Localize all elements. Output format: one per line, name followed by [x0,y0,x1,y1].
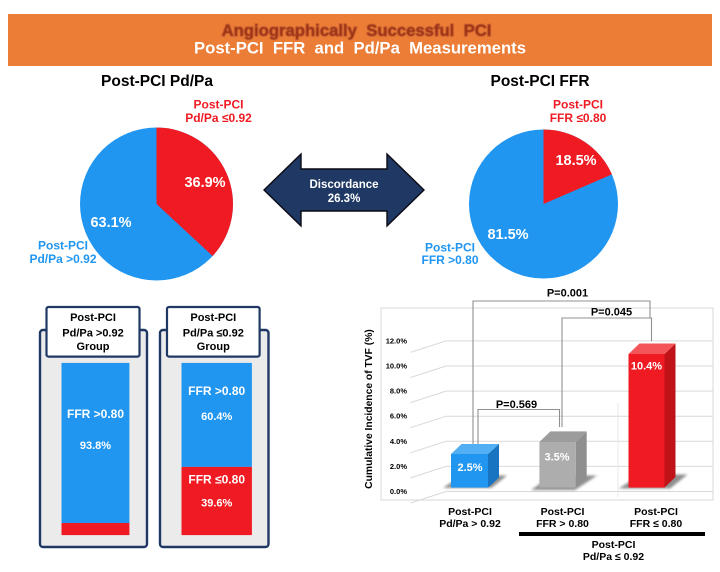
svg-text:FFR ≤ 0.80: FFR ≤ 0.80 [630,518,683,530]
svg-text:Pd/Pa >0.92: Pd/Pa >0.92 [29,252,96,266]
svg-text:P=0.001: P=0.001 [547,288,588,300]
svg-text:Post-PCI: Post-PCI [193,98,243,112]
svg-text:Post-PCI FFR: Post-PCI FFR [490,73,589,90]
svg-text:Pd/Pa ≤ 0.92: Pd/Pa ≤ 0.92 [583,551,644,563]
svg-text:FFR >0.80: FFR >0.80 [67,407,124,421]
svg-text:Post-PCI Pd/Pa: Post-PCI Pd/Pa [101,73,213,90]
svg-text:2.0%: 2.0% [390,462,407,471]
svg-text:Post-PCI: Post-PCI [190,312,236,324]
svg-text:18.5%: 18.5% [555,153,596,169]
svg-text:Post-PCI FFR and Pd/Pa Mea: Post-PCI FFR and Pd/Pa Measurements [194,39,526,58]
svg-text:Cumulative Incidence of TVF (%: Cumulative Incidence of TVF (%) [364,329,375,489]
svg-text:39.6%: 39.6% [201,498,232,510]
svg-text:Post-PCI: Post-PCI [448,506,492,518]
svg-text:4.0%: 4.0% [390,437,407,446]
svg-text:Post-PCI: Post-PCI [425,241,475,255]
svg-text:10.4%: 10.4% [631,361,662,373]
svg-text:Pd/Pa >0.92: Pd/Pa >0.92 [62,328,123,340]
svg-text:Post-PCI: Post-PCI [634,506,678,518]
svg-text:60.4%: 60.4% [201,411,232,423]
svg-text:Post-PCI: Post-PCI [70,312,116,324]
svg-text:Pd/Pa ≤0.92: Pd/Pa ≤0.92 [185,111,252,125]
svg-text:81.5%: 81.5% [487,227,528,243]
svg-text:FFR > 0.80: FFR > 0.80 [536,518,589,530]
svg-text:FFR ≤0.80: FFR ≤0.80 [188,473,245,487]
svg-text:FFR ≤0.80: FFR ≤0.80 [550,111,607,125]
svg-text:Post-PCI: Post-PCI [553,98,603,112]
svg-text:26.3%: 26.3% [328,193,361,205]
svg-text:Angiographically Successful: Angiographically Successful PCI [222,21,492,40]
svg-text:Pd/Pa > 0.92: Pd/Pa > 0.92 [439,518,501,530]
svg-text:Pd/Pa ≤0.92: Pd/Pa ≤0.92 [183,328,244,340]
svg-text:2.5%: 2.5% [457,462,482,474]
svg-text:36.9%: 36.9% [184,175,225,191]
svg-text:Post-PCI: Post-PCI [38,239,88,253]
svg-text:10.0%: 10.0% [386,362,408,371]
svg-text:FFR >0.80: FFR >0.80 [188,384,245,398]
svg-text:12.0%: 12.0% [386,336,408,345]
svg-text:3.5%: 3.5% [544,452,569,464]
svg-text:Discordance: Discordance [309,179,378,191]
svg-text:Post-PCI: Post-PCI [592,539,636,551]
svg-text:0.0%: 0.0% [390,487,407,496]
svg-text:8.0%: 8.0% [390,387,407,396]
svg-text:Group: Group [77,341,110,353]
svg-text:P=0.045: P=0.045 [591,307,632,319]
svg-text:Group: Group [197,341,230,353]
svg-text:93.8%: 93.8% [80,440,111,452]
svg-text:Post-PCI: Post-PCI [541,506,585,518]
svg-text:6.0%: 6.0% [390,412,407,421]
svg-text:63.1%: 63.1% [90,215,131,231]
svg-text:FFR >0.80: FFR >0.80 [421,253,478,267]
svg-text:P=0.569: P=0.569 [496,399,537,411]
